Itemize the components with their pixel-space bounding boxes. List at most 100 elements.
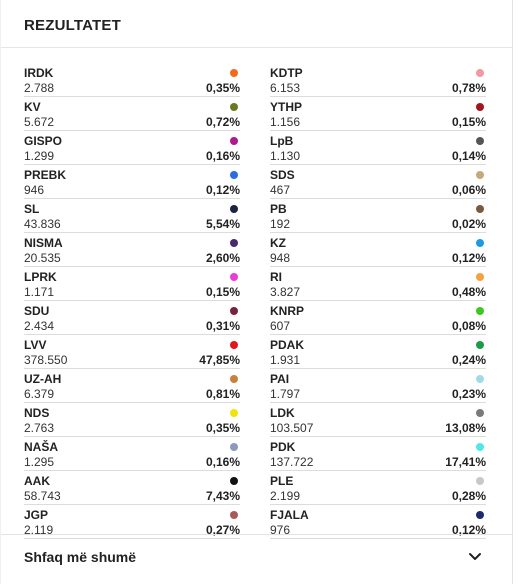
panel-header: REZULTATET [1, 0, 512, 48]
results-column-right: KDTP 6.153 0,78% YTHP 1.156 0,15% LpB 1.130 0,14… [270, 64, 486, 540]
party-name: PDK [270, 440, 296, 454]
panel-title: REZULTATET [24, 17, 121, 34]
party-name: GISPO [24, 134, 63, 148]
party-color-dot-icon [230, 409, 238, 417]
party-color-dot-icon [476, 205, 484, 213]
chevron-down-icon[interactable] [468, 552, 482, 562]
party-color-dot-icon [230, 205, 238, 213]
party-votes: 378.550 [24, 353, 68, 367]
party-row: KDTP 6.153 0,78% [270, 64, 486, 97]
party-name: UZ-AH [24, 372, 62, 386]
party-percentage: 13,08% [445, 421, 486, 435]
party-name: YTHP [270, 100, 303, 114]
party-votes: 2.434 [24, 319, 55, 333]
party-row: NISMA 20.535 2,60% [24, 234, 240, 267]
party-percentage: 0,16% [205, 455, 240, 469]
party-row: LPRK 1.171 0,15% [24, 268, 240, 301]
party-name: NISMA [24, 236, 63, 250]
party-color-dot-icon [476, 307, 484, 315]
party-percentage: 0,02% [451, 217, 486, 231]
party-votes: 3.827 [270, 285, 301, 299]
party-color-dot-icon [476, 239, 484, 247]
party-row: NDS 2.763 0,35% [24, 404, 240, 437]
party-percentage: 0,48% [451, 285, 486, 299]
party-percentage: 0,24% [451, 353, 486, 367]
party-percentage: 0,12% [205, 183, 240, 197]
party-name: LpB [270, 134, 294, 148]
party-votes: 6.153 [270, 81, 301, 95]
party-name: KDTP [270, 66, 303, 80]
party-percentage: 0,15% [451, 115, 486, 129]
party-color-dot-icon [476, 171, 484, 179]
party-votes: 1.797 [270, 387, 301, 401]
party-row: AAK 58.743 7,43% [24, 472, 240, 505]
party-name: FJALA [270, 508, 309, 522]
party-votes: 5.672 [24, 115, 55, 129]
party-name: SDS [270, 168, 295, 182]
party-name: AAK [24, 474, 50, 488]
party-percentage: 0,78% [451, 81, 486, 95]
party-name: IRDK [24, 66, 54, 80]
party-row: NAŠA 1.295 0,16% [24, 438, 240, 471]
party-color-dot-icon [476, 443, 484, 451]
party-name: PREBK [24, 168, 67, 182]
party-row: IRDK 2.788 0,35% [24, 64, 240, 97]
party-percentage: 17,41% [445, 455, 486, 469]
party-color-dot-icon [230, 69, 238, 77]
party-color-dot-icon [476, 69, 484, 77]
party-percentage: 0,12% [451, 523, 486, 537]
party-percentage: 5,54% [205, 217, 240, 231]
party-votes: 946 [24, 183, 45, 197]
party-row: RI 3.827 0,48% [270, 268, 486, 301]
party-color-dot-icon [230, 307, 238, 315]
party-color-dot-icon [476, 137, 484, 145]
party-row: PLE 2.199 0,28% [270, 472, 486, 505]
party-row: UZ-AH 6.379 0,81% [24, 370, 240, 403]
party-color-dot-icon [230, 273, 238, 281]
party-votes: 58.743 [24, 489, 61, 503]
party-votes: 948 [270, 251, 291, 265]
party-percentage: 0,15% [205, 285, 240, 299]
party-row: LpB 1.130 0,14% [270, 132, 486, 165]
party-row: YTHP 1.156 0,15% [270, 98, 486, 131]
party-row: KV 5.672 0,72% [24, 98, 240, 131]
party-votes: 43.836 [24, 217, 61, 231]
party-votes: 137.722 [270, 455, 314, 469]
party-row: FJALA 976 0,12% [270, 506, 486, 539]
party-percentage: 0,35% [205, 81, 240, 95]
party-percentage: 2,60% [205, 251, 240, 265]
party-row: PDAK 1.931 0,24% [270, 336, 486, 369]
party-color-dot-icon [230, 103, 238, 111]
party-percentage: 0,72% [205, 115, 240, 129]
party-color-dot-icon [476, 375, 484, 383]
party-row: JGP 2.119 0,27% [24, 506, 240, 539]
party-name: LDK [270, 406, 295, 420]
party-color-dot-icon [476, 341, 484, 349]
panel-footer: Shfaq më shumë [1, 534, 512, 578]
party-votes: 607 [270, 319, 291, 333]
party-color-dot-icon [230, 477, 238, 485]
party-votes: 192 [270, 217, 291, 231]
party-name: PB [270, 202, 287, 216]
party-percentage: 0,27% [205, 523, 240, 537]
party-name: RI [270, 270, 282, 284]
party-votes: 467 [270, 183, 291, 197]
show-more-button[interactable]: Shfaq më shumë [24, 549, 137, 565]
party-row: SDS 467 0,06% [270, 166, 486, 199]
party-color-dot-icon [230, 511, 238, 519]
party-row: SDU 2.434 0,31% [24, 302, 240, 335]
party-percentage: 0,14% [451, 149, 486, 163]
party-votes: 2.763 [24, 421, 55, 435]
results-grid: IRDK 2.788 0,35% KV 5.672 0,72% GISPO 1.299 0,16… [24, 64, 486, 540]
party-name: KZ [270, 236, 286, 250]
party-color-dot-icon [230, 239, 238, 247]
party-votes: 1.130 [270, 149, 301, 163]
party-color-dot-icon [230, 137, 238, 145]
party-percentage: 47,85% [199, 353, 240, 367]
party-votes: 2.788 [24, 81, 55, 95]
party-percentage: 7,43% [205, 489, 240, 503]
party-color-dot-icon [230, 341, 238, 349]
party-votes: 1.171 [24, 285, 55, 299]
party-percentage: 0,81% [205, 387, 240, 401]
